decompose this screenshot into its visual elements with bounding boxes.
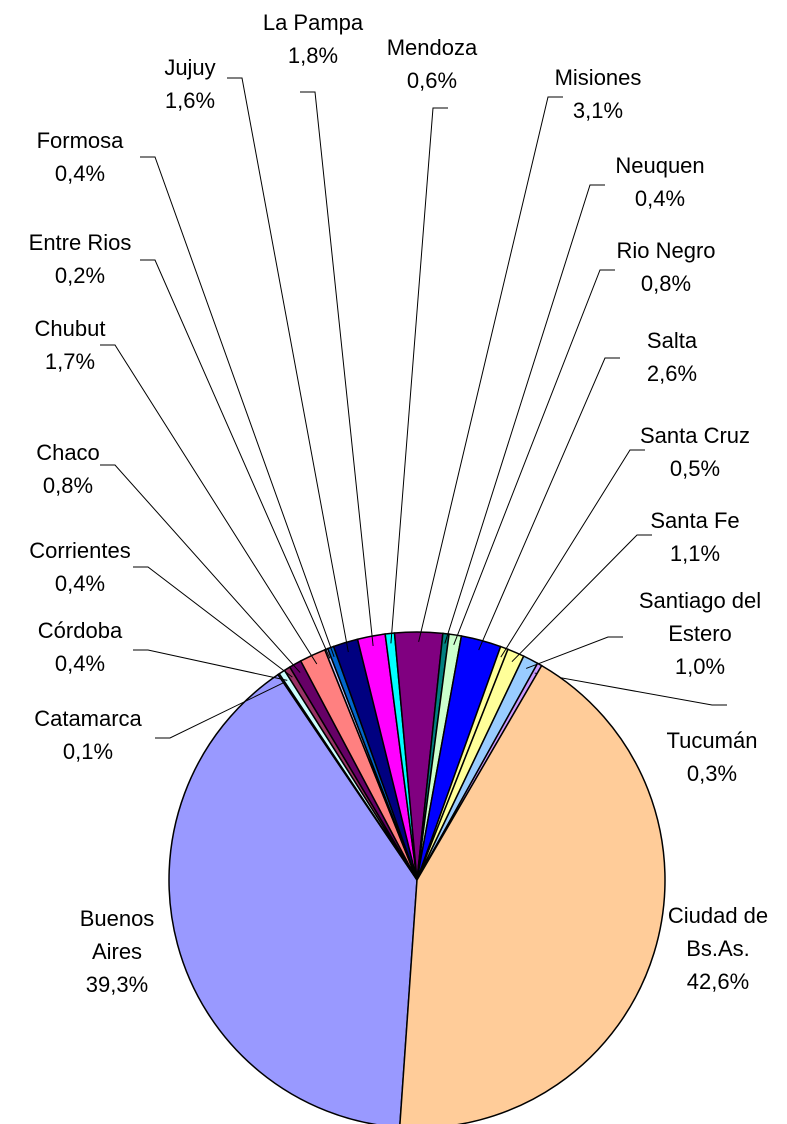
slice-label: Chubut 1,7% <box>10 312 130 378</box>
slice-name: Catamarca <box>34 706 142 731</box>
slice-label: Chaco 0,8% <box>8 436 128 502</box>
slice-value: 39,3% <box>85 972 149 997</box>
slice-label: Santiago del Estero 1,0% <box>620 584 780 683</box>
slice-value: 0,8% <box>42 473 94 498</box>
slice-label: Salta 2,6% <box>622 324 722 390</box>
slice-label: La Pampa 1,8% <box>248 6 378 72</box>
slice-name: Santa Fe <box>650 508 740 533</box>
slice-name: Chubut <box>34 316 106 341</box>
slice-name: Córdoba <box>37 618 123 643</box>
leader-line <box>511 534 652 663</box>
leader-line <box>390 107 448 644</box>
leader-line <box>100 464 301 673</box>
leader-line <box>133 649 288 681</box>
slice-name: Santiago del Estero <box>638 588 762 646</box>
slice-value: 0,4% <box>634 186 686 211</box>
slice-name: Corrientes <box>29 538 131 563</box>
slice-name: Tucumán <box>666 728 758 753</box>
pie-slice <box>168 673 418 1124</box>
slice-label: Rio Negro 0,8% <box>601 234 731 300</box>
slice-label: Neuquen 0,4% <box>595 149 725 215</box>
slice-value: 0,8% <box>640 271 692 296</box>
slice-name: Santa Cruz <box>639 423 751 448</box>
leader-line <box>418 96 563 643</box>
slice-value: 0,3% <box>686 761 738 786</box>
slice-label: Misiones 3,1% <box>533 61 663 127</box>
slice-value: 0,4% <box>54 161 106 186</box>
slice-value: 0,2% <box>54 263 106 288</box>
slice-value: 1,1% <box>669 541 721 566</box>
slice-name: Entre Rios <box>28 230 132 255</box>
slice-value: 42,6% <box>686 969 750 994</box>
slice-name: Neuquen <box>615 153 705 178</box>
leader-line <box>525 636 623 669</box>
leader-line <box>140 259 331 659</box>
slice-value: 1,8% <box>287 43 339 68</box>
slice-name: Formosa <box>36 128 124 153</box>
slice-label: Santa Cruz 0,5% <box>625 419 765 485</box>
slice-value: 3,1% <box>572 98 624 123</box>
slice-value: 1,0% <box>674 654 726 679</box>
leader-line <box>500 449 645 658</box>
leader-line <box>453 269 615 645</box>
slice-value: 1,6% <box>164 88 216 113</box>
slice-label: Formosa 0,4% <box>0 124 160 190</box>
slice-name: Rio Negro <box>616 238 716 263</box>
leader-line <box>133 566 293 678</box>
slice-name: Salta <box>646 328 698 353</box>
leader-line <box>100 344 318 665</box>
leader-line <box>534 672 727 706</box>
slice-name: Buenos Aires <box>79 906 155 964</box>
slice-name: La Pampa <box>262 10 364 35</box>
slice-value: 0,5% <box>669 456 721 481</box>
slice-label: Corrientes 0,4% <box>0 534 160 600</box>
leader-line <box>155 681 285 739</box>
leader-line <box>227 77 349 653</box>
slice-value: 0,6% <box>406 68 458 93</box>
slice-name: Ciudad de Bs.As. <box>667 903 769 961</box>
leader-line <box>478 357 620 651</box>
slice-label: Entre Rios 0,2% <box>0 226 160 292</box>
slice-value: 0,4% <box>54 651 106 676</box>
leader-line <box>140 156 335 657</box>
slice-name: Chaco <box>36 440 100 465</box>
slice-label: Buenos Aires 39,3% <box>62 902 172 1001</box>
slice-value: 0,1% <box>62 739 114 764</box>
leader-line <box>300 91 374 647</box>
slice-label: Córdoba 0,4% <box>0 614 160 680</box>
slice-name: Jujuy <box>164 55 216 80</box>
slice-name: Misiones <box>554 65 642 90</box>
pie-slice <box>399 664 666 1124</box>
slice-label: Mendoza 0,6% <box>367 31 497 97</box>
slice-label: Jujuy 1,6% <box>140 51 240 117</box>
slice-name: Mendoza <box>386 35 478 60</box>
leader-line <box>444 184 605 644</box>
slice-label: Tucumán 0,3% <box>652 724 772 790</box>
slice-label: Santa Fe 1,1% <box>630 504 760 570</box>
slice-value: 0,4% <box>54 571 106 596</box>
slice-label: Ciudad de Bs.As. 42,6% <box>653 899 783 998</box>
slice-value: 2,6% <box>646 361 698 386</box>
slice-label: Catamarca 0,1% <box>8 702 168 768</box>
slice-value: 1,7% <box>44 349 96 374</box>
